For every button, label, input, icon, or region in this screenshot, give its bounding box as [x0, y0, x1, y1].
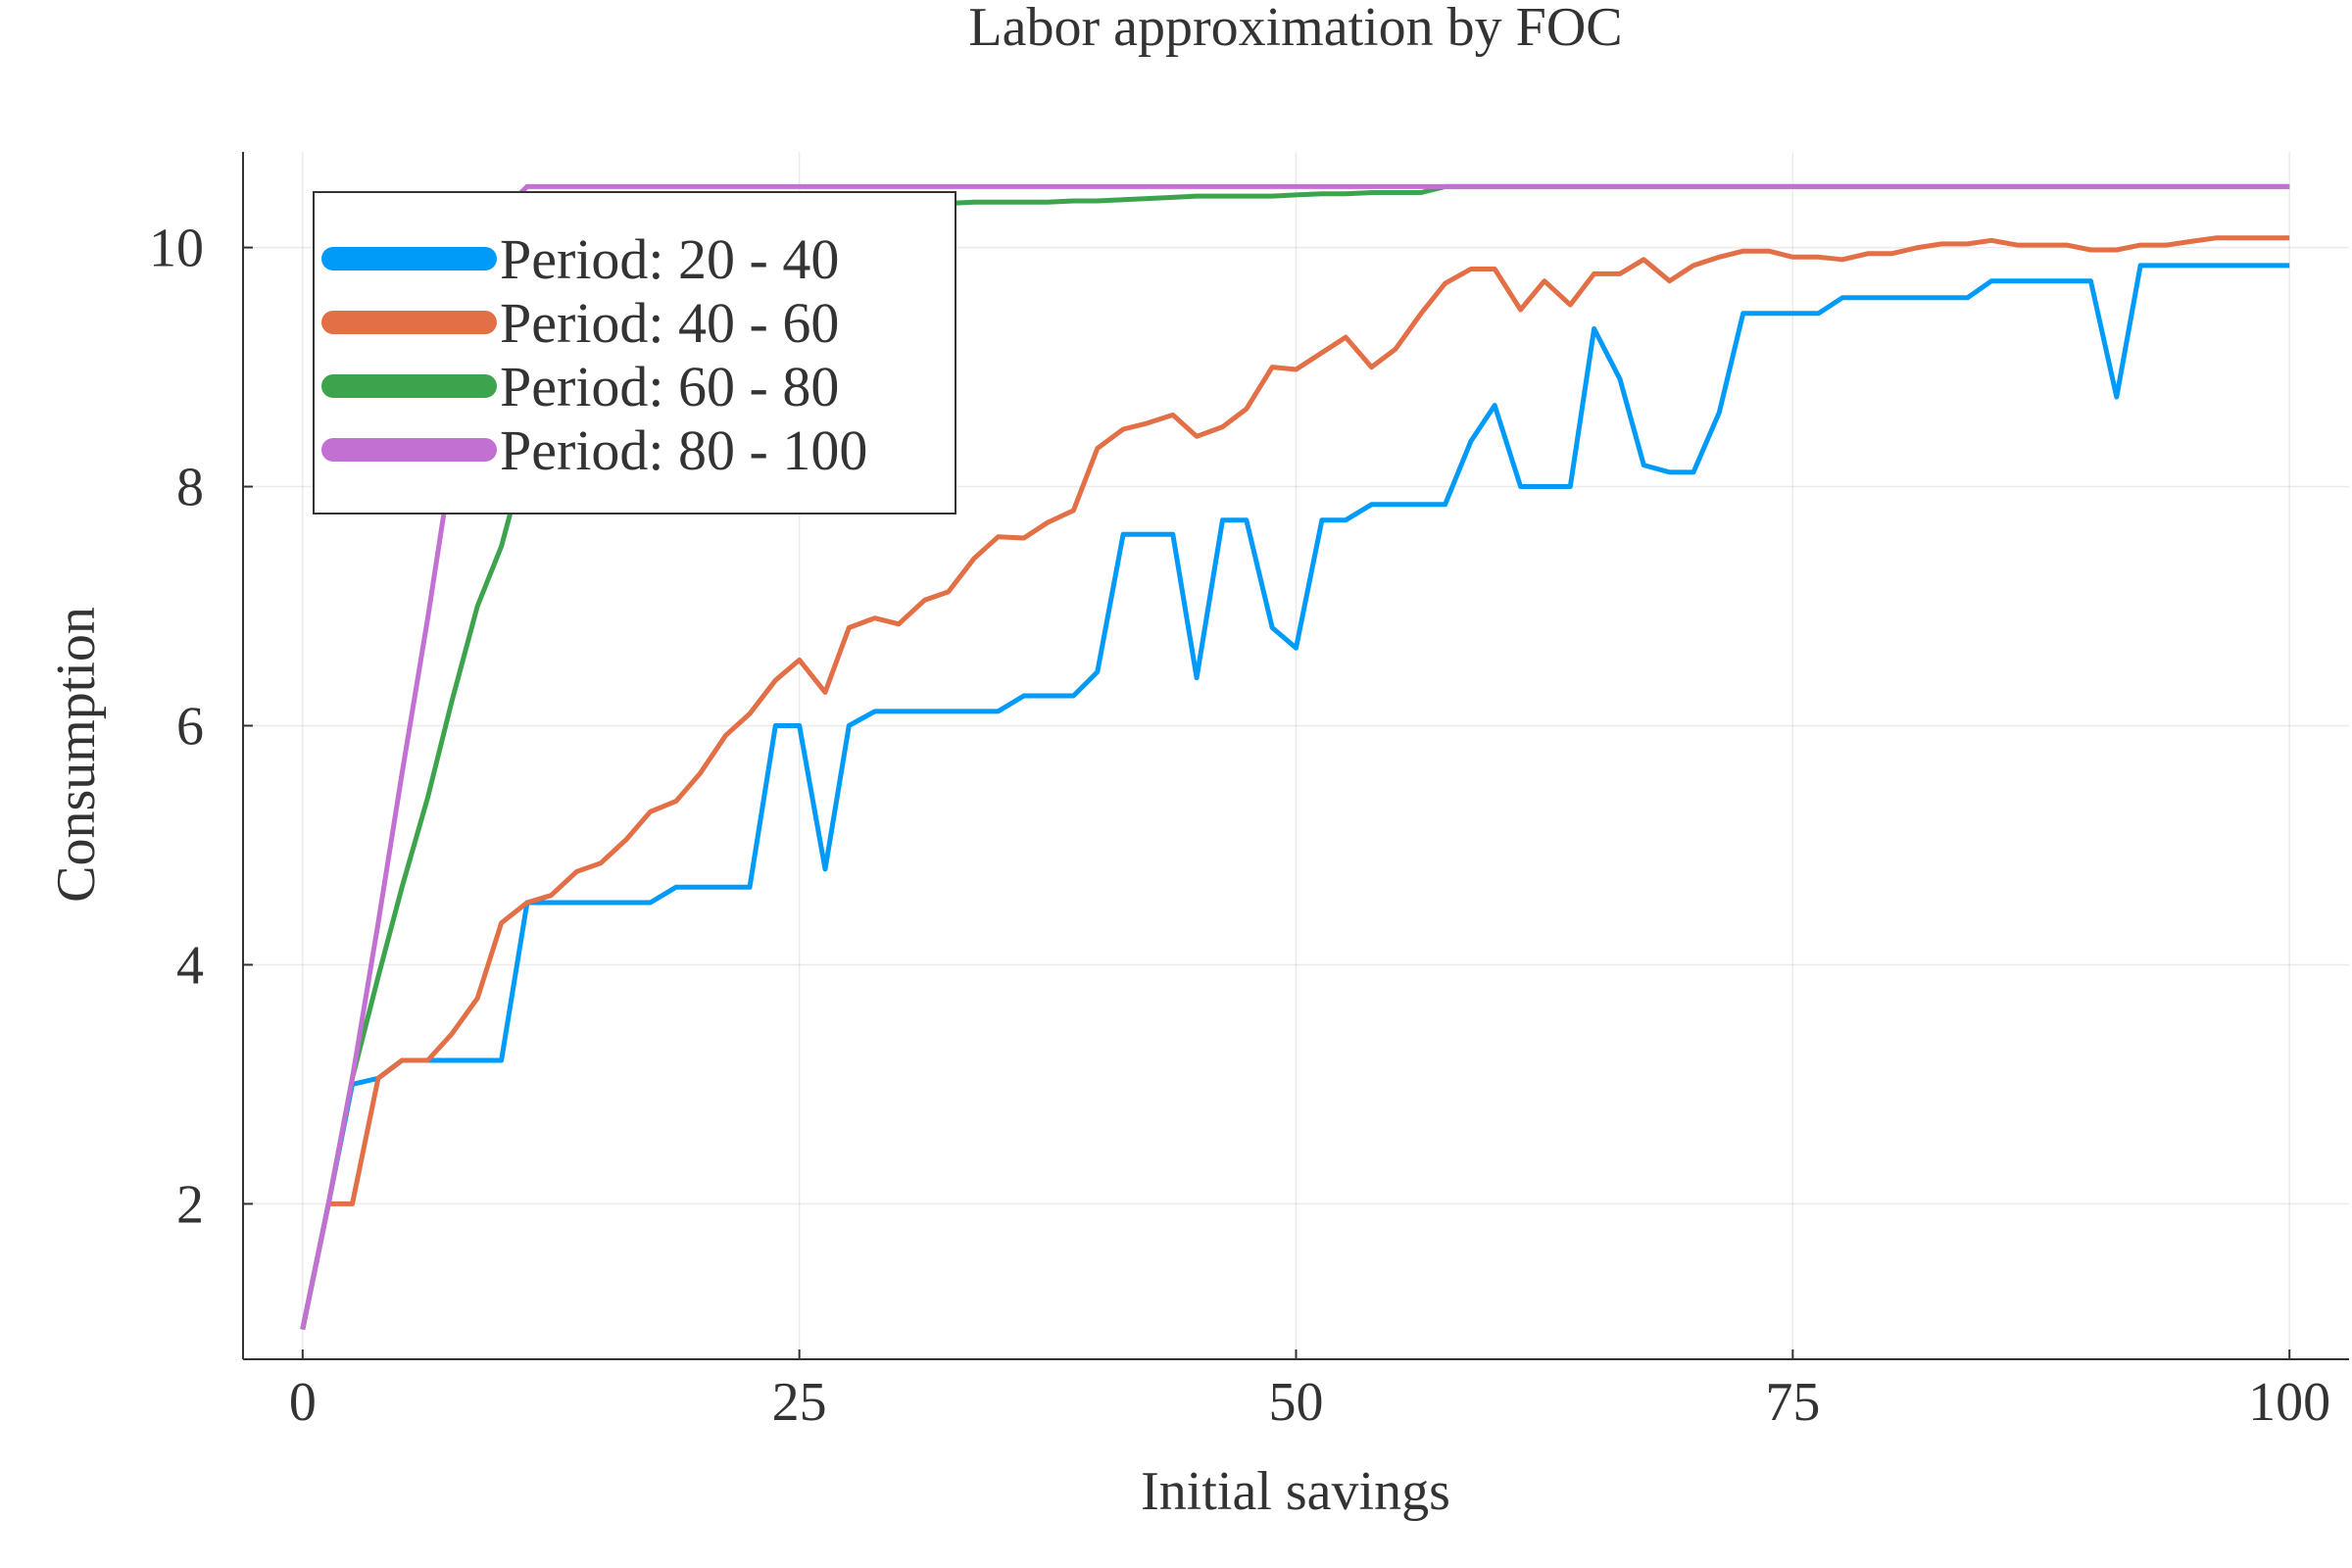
legend-label-2: Period: 40 - 60 [500, 291, 839, 355]
chart-title: Labor approximation by FOC [968, 0, 1622, 58]
series-line-1 [300, 263, 2290, 1331]
tick-labels: 0 25 50 75 100 2 4 6 8 10 [149, 219, 2330, 1433]
legend-label-3: Period: 60 - 80 [500, 355, 839, 418]
x-tick-label: 100 [2248, 1372, 2330, 1433]
series-line-2 [300, 235, 2290, 1331]
y-tick-label: 4 [176, 935, 204, 996]
series-line-4 [300, 183, 2290, 1331]
y-tick-label: 6 [176, 697, 204, 758]
legend-label-1: Period: 20 - 40 [500, 227, 839, 291]
y-axis-label: Consumption [46, 607, 107, 903]
x-tick-label: 50 [1269, 1372, 1324, 1433]
x-tick-label: 75 [1765, 1372, 1820, 1433]
y-tick-label: 2 [176, 1174, 204, 1235]
legend-label-4: Period: 80 - 100 [500, 418, 867, 482]
axes [242, 152, 2349, 1360]
y-tick-label: 10 [149, 219, 204, 279]
x-axis-label: Initial savings [1141, 1461, 1450, 1522]
x-tick-label: 25 [772, 1372, 827, 1433]
y-tick-label: 8 [176, 458, 204, 518]
x-tick-label: 0 [289, 1372, 317, 1433]
